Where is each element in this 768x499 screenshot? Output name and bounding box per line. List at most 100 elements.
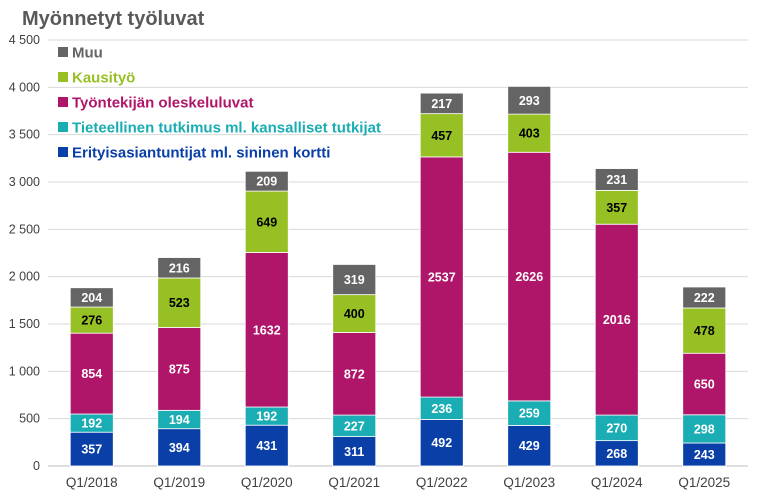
data-label: 216 [169,261,190,275]
data-label: 492 [431,436,452,450]
legend-entry: Erityisasiantuntijat ml. sininen kortti [72,145,330,162]
bar-segment [594,414,639,442]
data-label: 204 [81,291,102,305]
bar-segment [594,168,639,191]
data-label: 311 [344,445,364,459]
bar-segment [507,151,552,402]
legend-swatch [58,147,68,157]
data-label: 2016 [603,313,631,327]
legend-swatch [58,122,68,132]
data-label: 457 [431,129,452,143]
data-label: 222 [694,291,715,305]
legend-entry: Tieteellinen tutkimus ml. kansalliset tu… [72,120,381,137]
data-label: 403 [519,127,540,141]
data-label: 2626 [515,270,543,284]
bar-segment [69,332,114,415]
legend-swatch [58,72,68,82]
data-label: 209 [256,175,277,189]
bar-segment [332,332,377,416]
data-label: 217 [431,97,452,111]
bar-segment [507,424,552,467]
data-label: 875 [169,362,190,376]
data-label: 194 [169,413,190,427]
data-label: 236 [431,402,452,416]
bar-segment [157,327,202,411]
bar-segment [594,223,639,416]
y-tick-label: 1 500 [9,317,40,331]
x-tick-label: Q1/2025 [678,475,730,490]
data-label: 231 [606,173,627,187]
legend-entry: Kausityö [72,70,135,87]
bar-segment [244,190,289,253]
bar-segment [157,257,202,279]
data-label: 357 [81,443,102,457]
bar-segment [682,286,727,309]
y-tick-label: 2 500 [9,222,40,236]
bar-segment [332,436,377,467]
data-label: 2537 [428,270,456,284]
x-tick-label: Q1/2019 [153,475,205,490]
data-label: 649 [256,215,277,229]
legend-entry: Muu [72,45,103,62]
bar-segment [419,92,464,115]
bar-segment [244,252,289,408]
x-tick-label: Q1/2022 [416,475,468,490]
bar-segment [157,428,202,467]
data-label: 293 [519,94,540,108]
data-label: 192 [256,410,277,424]
x-tick-label: Q1/2018 [66,475,118,490]
data-label: 357 [606,201,627,215]
x-axis: Q1/2018 Q1/2019 Q1/2020 Q1/2021 Q1/2022 Q1/20… [66,475,730,490]
y-tick-label: 4 000 [9,80,40,94]
y-axis: 0 500 1 000 1 500 2 000 2 500 3 000 3 500 4 000 4… [9,33,40,473]
legend-entry: Työntekijän oleskeluluvat [72,95,253,112]
data-label: 276 [81,314,102,328]
bar-segment [682,352,727,416]
legend: Muu Kausityö Työntekijän oleskeluluvat Tiet… [58,45,381,162]
data-label: 270 [606,421,627,435]
chart-title: Myönnetyt työluvat [22,8,205,30]
data-labels: 357 192 854 276 204 394 194 875 523 216 431 192 1632… [81,94,714,462]
data-label: 243 [694,448,715,462]
bar-segment [507,85,552,115]
bar-segment [332,294,377,333]
x-tick-label: Q1/2021 [328,475,380,490]
data-label: 523 [169,296,190,310]
bar-segment [419,419,464,467]
data-label: 429 [519,439,540,453]
x-tick-label: Q1/2023 [503,475,555,490]
y-tick-label: 3 000 [9,175,40,189]
data-label: 394 [169,441,190,455]
y-tick-label: 1 000 [9,364,40,378]
data-label: 227 [344,419,365,433]
bar-segment [69,287,114,308]
data-label: 319 [344,273,365,287]
y-tick-label: 2 000 [9,270,40,284]
bar-segment [69,306,114,334]
data-label: 478 [694,324,715,338]
y-tick-label: 0 [33,459,40,473]
bar-segment [682,414,727,444]
data-label: 268 [606,447,627,461]
y-tick-label: 500 [19,412,40,426]
x-tick-label: Q1/2024 [591,475,643,490]
bars [69,85,727,467]
bar-segment [244,424,289,467]
x-tick-label: Q1/2020 [241,475,293,490]
bar-segment [682,307,727,354]
y-tick-label: 3 500 [9,128,40,142]
data-label: 854 [81,367,102,381]
data-label: 192 [81,417,102,431]
data-label: 650 [694,378,715,392]
data-label: 1632 [253,323,281,337]
data-label: 872 [344,367,365,381]
data-label: 400 [344,307,365,321]
bar-segment [244,170,289,192]
legend-swatch [58,47,68,57]
bar-segment [157,277,202,328]
bar-segment [594,440,639,467]
legend-swatch [58,97,68,107]
data-label: 259 [519,407,540,421]
bar-segment [594,190,639,225]
